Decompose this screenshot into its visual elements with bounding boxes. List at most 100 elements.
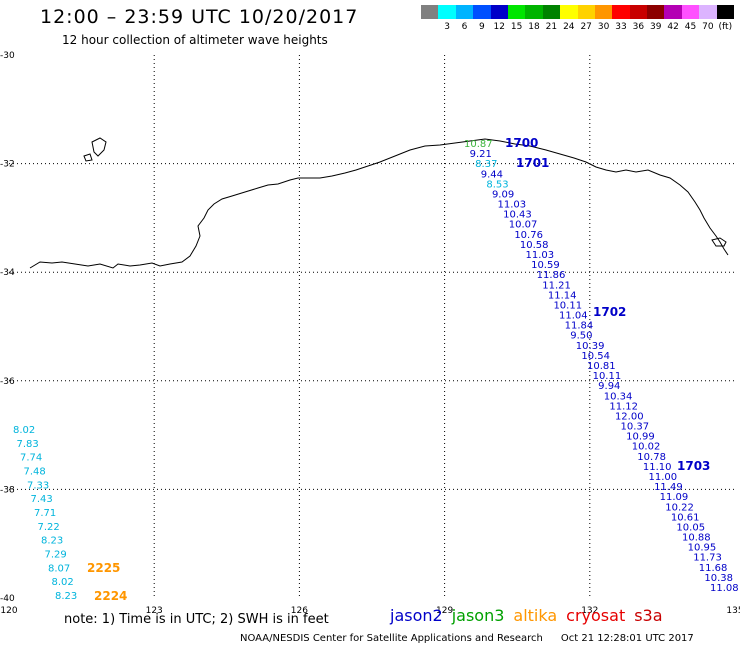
legend-swatch — [542, 5, 561, 19]
legend-label: 42 — [667, 22, 679, 32]
time-label: 2224 — [94, 589, 127, 603]
swh-label: 7.22 — [38, 522, 60, 533]
legend-swatch — [716, 5, 735, 19]
swh-label: 9.09 — [492, 189, 514, 200]
legend-label: 12 — [493, 22, 505, 32]
legend-label: 27 — [580, 22, 592, 32]
swh-label: 7.29 — [45, 550, 67, 561]
swh-label: 10.99 — [626, 432, 655, 443]
legend-swatch — [421, 5, 439, 19]
swh-label: 10.22 — [665, 502, 694, 513]
legend-swatch — [664, 5, 683, 19]
swh-label: 10.58 — [520, 240, 549, 251]
swh-label: 11.08 — [710, 583, 739, 594]
lon-tick-label: 120 — [0, 606, 17, 616]
swh-label: 10.11 — [593, 371, 622, 382]
legend-swatch — [629, 5, 648, 19]
swh-label: 11.68 — [699, 563, 728, 574]
swh-label: 10.54 — [581, 351, 610, 362]
legend-swatch — [473, 5, 492, 19]
swh-label: 11.12 — [609, 401, 638, 412]
legend-label: 45 — [684, 22, 697, 32]
swh-label: 10.37 — [621, 422, 650, 433]
lat-tick-label: -30 — [0, 51, 15, 61]
legend-label: 36 — [632, 22, 645, 32]
legend-swatch — [455, 5, 474, 19]
swh-label: 10.78 — [637, 452, 666, 463]
legend-swatch — [699, 5, 718, 19]
swh-label: 11.73 — [693, 553, 722, 564]
lat-tick-label: -32 — [0, 160, 15, 170]
legend-swatch — [438, 5, 457, 19]
legend-swatch — [594, 5, 613, 19]
satellite-jason2: jason2 — [390, 606, 443, 625]
color-scale-legend: 3 6 9 12 15 18 21 24 27 30 33 36 39 42 45 70 (ft) — [421, 5, 735, 33]
swh-label: 9.21 — [470, 149, 492, 160]
legend-swatch — [490, 5, 509, 19]
swh-label: 10.38 — [704, 573, 733, 584]
lat-lon-grid — [9, 55, 735, 598]
time-label: 1703 — [677, 459, 710, 473]
swh-label: 11.03 — [498, 200, 527, 211]
lat-tick-label: -40 — [0, 594, 15, 604]
swh-label: 10.76 — [514, 230, 543, 241]
credit-org: NOAA/NESDIS Center for Satellite Applica… — [240, 633, 543, 644]
legend-swatch — [577, 5, 596, 19]
swh-label: 10.11 — [553, 300, 582, 311]
swh-label: 10.88 — [682, 533, 711, 544]
swh-label: 10.87 — [464, 139, 493, 150]
swh-label: 7.74 — [20, 453, 42, 464]
lon-tick-label: 132 — [581, 606, 598, 616]
swh-label: 9.50 — [570, 331, 592, 342]
map-frame — [9, 55, 735, 598]
time-label: 1700 — [505, 136, 538, 150]
swh-label: 7.71 — [34, 508, 56, 519]
swh-label: 8.23 — [55, 591, 77, 602]
swh-label: 10.07 — [509, 220, 538, 231]
satellite-s3a: s3a — [634, 606, 663, 625]
lat-tick-label: -34 — [0, 268, 15, 278]
axis-tick-labels: 120 123 126 129 132 135 -30 -32 -34 -36 -38 -40 — [0, 51, 740, 616]
swh-label: 8.23 — [41, 536, 63, 547]
time-label: 1702 — [593, 305, 626, 319]
swh-label: 10.61 — [671, 512, 700, 523]
swh-label: 8.02 — [52, 577, 74, 588]
legend-label: 24 — [563, 22, 575, 32]
swh-label: 11.49 — [654, 482, 683, 493]
swh-label: 11.04 — [559, 311, 588, 322]
legend-swatch — [525, 5, 544, 19]
swh-label: 9.44 — [481, 169, 503, 180]
legend-swatch — [560, 5, 578, 19]
swh-label: 10.95 — [688, 543, 717, 554]
swh-label: 8.07 — [48, 563, 70, 574]
legend-label: (ft) — [718, 22, 733, 32]
recherche-island-large — [91, 137, 107, 157]
swh-label: 11.09 — [660, 492, 689, 503]
lon-tick-label: 123 — [146, 606, 163, 616]
swh-label: 7.83 — [17, 439, 39, 450]
swh-label: 8.53 — [486, 179, 508, 190]
legend-label: 3 — [444, 22, 450, 32]
satellite-cryosat: cryosat — [566, 606, 626, 625]
legend-swatch — [507, 5, 526, 19]
legend-label: 33 — [615, 22, 627, 32]
legend-label: 6 — [461, 22, 468, 32]
lat-tick-label: -38 — [0, 485, 15, 495]
swh-label: 11.21 — [542, 280, 571, 291]
swh-label: 11.00 — [648, 472, 677, 483]
swh-label: 10.05 — [676, 522, 705, 533]
page-subtitle: 12 hour collection of altimeter wave hei… — [62, 33, 328, 47]
kangaroo-island — [711, 237, 727, 247]
legend-label: 21 — [545, 22, 558, 32]
swh-label: 8.02 — [13, 425, 35, 436]
lon-tick-label: 126 — [291, 606, 308, 616]
satellite-legend: jason2 jason3 altika cryosat s3a — [390, 606, 672, 625]
swh-label: 10.34 — [604, 391, 633, 402]
lon-tick-label: 129 — [436, 606, 453, 616]
lat-tick-label: -36 — [0, 377, 15, 387]
swh-label: 8.37 — [475, 159, 497, 170]
swh-label: 10.02 — [632, 442, 661, 453]
swh-label: 11.84 — [565, 321, 594, 332]
page-title: 12:00 – 23:59 UTC 10/20/2017 — [40, 6, 359, 28]
